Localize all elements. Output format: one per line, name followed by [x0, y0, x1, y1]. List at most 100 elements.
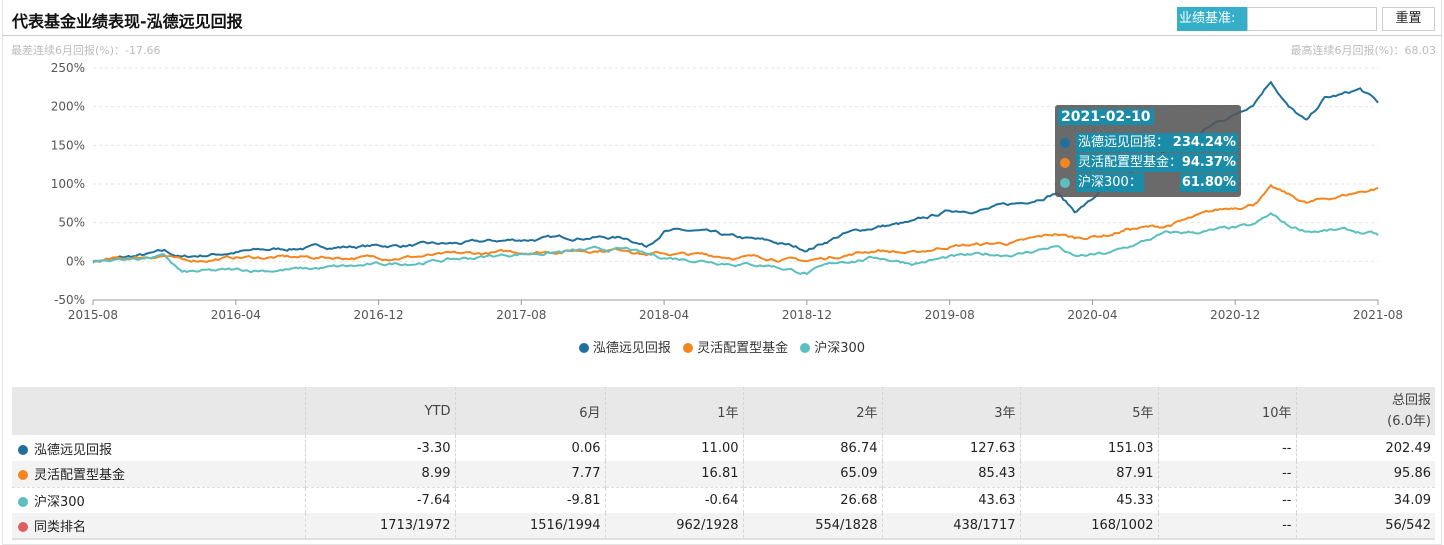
table-row: 同类排名 1713/1972 1516/1994 962/1928 554/1828 43… [12, 513, 1435, 540]
y-tick-label: 50% [58, 216, 85, 230]
page-title: 代表基金业绩表现-泓德远见回报 [12, 12, 243, 31]
table-cell: 554/1828 [743, 513, 883, 540]
reset-button[interactable]: 重置 [1382, 7, 1435, 31]
y-tick-label: 150% [51, 138, 85, 152]
chart-legend: 泓德远见回报 灵活配置型基金 沪深300 [0, 337, 1444, 356]
col-6m: 6月 [455, 387, 606, 435]
row-label: 同类排名 [34, 520, 87, 535]
table-cell: -- [1158, 461, 1297, 487]
table-cell: 56/542 [1296, 513, 1435, 540]
table-cell: 1713/1972 [305, 513, 456, 540]
table-cell: -- [1158, 486, 1297, 513]
tooltip-value: 61.80% [1179, 173, 1238, 192]
total-header: 总回报 [1391, 393, 1431, 408]
divider [2, 35, 1442, 36]
row-name: 灵活配置型基金 [12, 461, 306, 487]
row-name: 泓德远见回报 [12, 435, 306, 461]
table-cell: 45.33 [1020, 486, 1159, 513]
col-1y: 1年 [605, 387, 744, 435]
table-cell: 438/1717 [882, 513, 1021, 540]
table-cell: 43.63 [882, 486, 1021, 513]
legend-label: 灵活配置型基金 [697, 341, 789, 356]
table-cell: 168/1002 [1020, 513, 1159, 540]
table-cell: -- [1158, 435, 1297, 461]
y-tick-label: 250% [51, 61, 85, 75]
table-cell: 962/1928 [605, 513, 744, 540]
tooltip-row: 泓德远见回报： 234.24% [1059, 133, 1239, 152]
legend-item-index[interactable]: 沪深300 [800, 337, 865, 356]
index-dot-icon [1060, 178, 1070, 188]
performance-chart[interactable]: -50% 0% 50% 100% 150% 200% 250% 2015-08 2016-04 2… [0, 0, 1444, 330]
series-line-category [92, 183, 1379, 264]
series-dot-icon [18, 496, 28, 507]
tooltip-row: 灵活配置型基金： 94.37% [1059, 153, 1239, 172]
table-cell: 0.06 [455, 435, 606, 461]
returns-table: YTD 6月 1年 2年 3年 5年 10年 总回报 (6.0年) 泓德远见回报 -… [12, 387, 1435, 540]
category-dot-icon [683, 343, 694, 353]
table-cell: 7.77 [455, 461, 606, 487]
series-dot-icon [18, 470, 28, 481]
col-3y: 3年 [882, 387, 1021, 435]
row-name: 沪深300 [12, 486, 306, 513]
tooltip-value: 94.37% [1179, 153, 1238, 172]
legend-label: 泓德远见回报 [592, 341, 671, 356]
tooltip-value: 234.24% [1170, 133, 1238, 152]
x-tick-label: 2020-12 [1210, 308, 1260, 322]
series-dot-icon [18, 522, 28, 532]
series-line-index [92, 212, 1379, 276]
table-cell: 95.86 [1296, 461, 1435, 487]
table-row: 沪深300 -7.64 -9.81 -0.64 26.68 43.63 45.33 -- 34.… [12, 486, 1435, 513]
tooltip-name: 沪深300： [1076, 173, 1144, 192]
x-tick-label: 2019-08 [925, 308, 975, 322]
table-row: 灵活配置型基金 8.99 7.77 16.81 65.09 85.43 87.91 -- 95.… [12, 461, 1435, 487]
x-tick-label: 2015-08 [68, 308, 118, 322]
tooltip-name: 灵活配置型基金： [1076, 153, 1185, 172]
table-row: 泓德远见回报 -3.30 0.06 11.00 86.74 127.63 151.03 -- 2… [12, 435, 1435, 461]
row-label: 灵活配置型基金 [34, 468, 126, 484]
total-sub: (6.0年) [1387, 414, 1431, 429]
x-tick-label: 2018-12 [782, 308, 832, 322]
x-tick-label: 2020-04 [1067, 308, 1117, 322]
fund-dot-icon [578, 343, 589, 353]
legend-item-category[interactable]: 灵活配置型基金 [683, 337, 788, 356]
y-tick-label: 0% [66, 254, 85, 268]
col-10y: 10年 [1158, 387, 1297, 435]
col-ytd: YTD [305, 387, 456, 435]
table-cell: 85.43 [882, 461, 1021, 487]
chart-tooltip: 2021-02-10 泓德远见回报： 234.24% 灵活配置型基金： 94.3… [1055, 105, 1241, 197]
col-name [12, 387, 306, 435]
table-cell: 151.03 [1020, 435, 1159, 461]
legend-item-fund[interactable]: 泓德远见回报 [578, 337, 671, 356]
legend-label: 沪深300 [814, 341, 866, 356]
y-tick-label: 200% [51, 100, 85, 114]
benchmark-label: 业绩基准: [1177, 7, 1247, 31]
table-cell: -0.64 [605, 486, 744, 513]
table-cell: 34.09 [1296, 486, 1435, 513]
table-cell: -3.30 [305, 435, 456, 461]
benchmark-input[interactable] [1247, 7, 1377, 31]
worst-6m-return: 最差连续6月回报(%)：-17.66 [11, 44, 161, 57]
x-tick-label: 2018-04 [639, 308, 689, 322]
table-cell: 86.74 [743, 435, 883, 461]
category-dot-icon [1060, 158, 1070, 168]
table-cell: 1516/1994 [455, 513, 606, 540]
row-label: 泓德远见回报 [34, 442, 113, 458]
row-label: 沪深300 [34, 494, 85, 510]
x-tick-label: 2017-08 [496, 308, 546, 322]
table-cell: -7.64 [305, 486, 456, 513]
col-5y: 5年 [1020, 387, 1159, 435]
table-cell: 16.81 [605, 461, 744, 487]
x-tick-label: 2021-08 [1353, 308, 1403, 322]
table-cell: 65.09 [743, 461, 883, 487]
y-tick-label: -50% [54, 293, 85, 307]
row-name: 同类排名 [12, 513, 306, 540]
tooltip-name: 泓德远见回报： [1076, 133, 1172, 152]
table-cell: 87.91 [1020, 461, 1159, 487]
fund-dot-icon [1060, 138, 1070, 148]
table-cell: 26.68 [743, 486, 883, 513]
tooltip-row: 沪深300： 61.80% [1059, 173, 1239, 192]
tooltip-date: 2021-02-10 [1058, 109, 1154, 125]
x-tick-label: 2016-12 [353, 308, 403, 322]
series-dot-icon [18, 444, 28, 455]
table-cell: 11.00 [605, 435, 744, 461]
